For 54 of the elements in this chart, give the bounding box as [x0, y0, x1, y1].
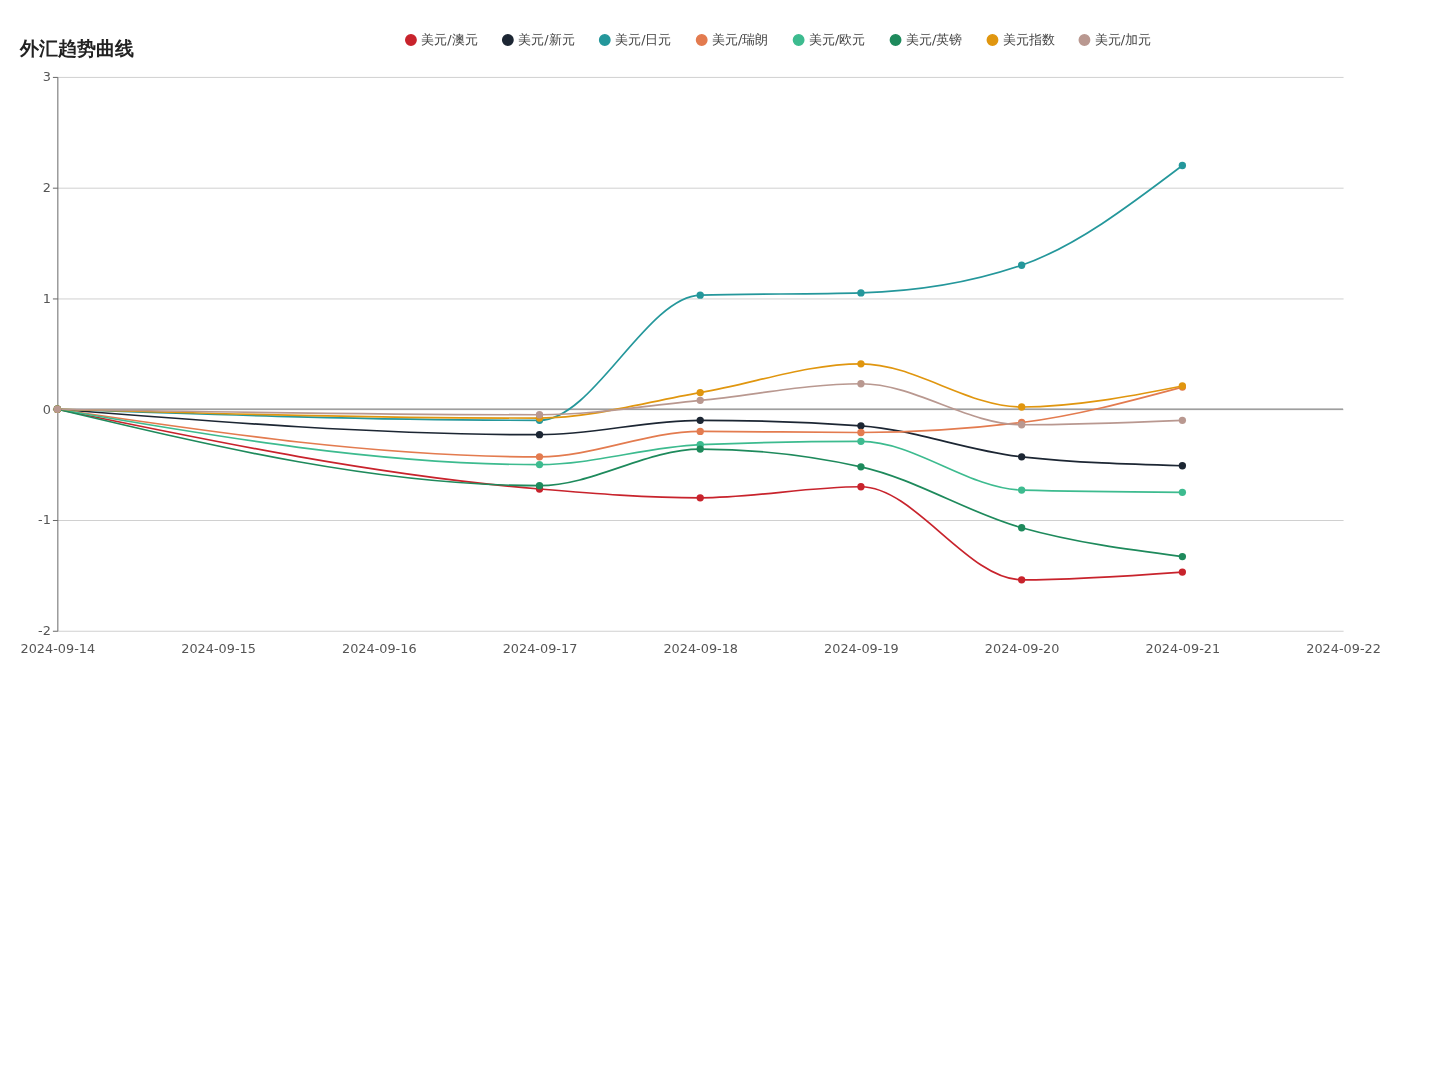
point — [857, 437, 865, 446]
point — [696, 388, 704, 397]
legend-label: 美元/加元 — [1094, 31, 1152, 47]
point — [696, 445, 704, 453]
point — [857, 463, 865, 471]
point — [1017, 486, 1026, 494]
x-tick-label: 2024-09-15 — [181, 641, 256, 657]
point — [857, 380, 865, 388]
x-tick-label: 2024-09-18 — [663, 641, 739, 657]
point — [535, 453, 544, 461]
point — [1017, 261, 1026, 269]
point — [535, 460, 544, 469]
point — [857, 428, 865, 437]
point — [1178, 488, 1187, 496]
x-tick-label: 2024-09-14 — [20, 641, 96, 657]
y-tick-label: 3 — [42, 69, 51, 85]
chart-title: 外汇趋势曲线 — [19, 38, 134, 60]
point — [1178, 552, 1187, 561]
point — [1017, 524, 1026, 532]
point — [696, 396, 704, 405]
x-tick-label: 2024-09-16 — [341, 641, 417, 657]
y-tick-label: 1 — [42, 290, 51, 306]
legend-label: 美元/日元 — [615, 31, 672, 47]
y-tick-label: 2 — [42, 180, 51, 196]
point — [696, 427, 704, 436]
point — [1178, 568, 1187, 576]
legend-label: 美元/新元 — [518, 31, 575, 47]
legend-label: 美元/瑞朗 — [712, 31, 769, 47]
point — [857, 483, 865, 491]
point — [535, 431, 544, 439]
legend-label: 美元/澳元 — [421, 31, 478, 47]
y-tick-label: -1 — [38, 512, 51, 528]
point — [696, 416, 704, 424]
x-tick-label: 2024-09-17 — [502, 641, 578, 657]
legend-label: 美元指数 — [1002, 31, 1055, 47]
point — [1178, 416, 1187, 424]
point — [857, 289, 865, 297]
point — [1178, 161, 1187, 170]
point — [857, 360, 865, 368]
x-tick-label: 2024-09-20 — [984, 641, 1060, 657]
x-tick-label: 2024-09-21 — [1145, 641, 1221, 657]
y-tick-label: -2 — [38, 623, 51, 639]
x-tick-label: 2024-09-22 — [1306, 641, 1381, 657]
legend-label: 美元/英镑 — [905, 31, 963, 47]
point — [696, 494, 704, 502]
point — [1178, 462, 1187, 470]
point — [1017, 576, 1026, 584]
y-tick-label: 0 — [42, 401, 51, 417]
legend-label: 美元/欧元 — [809, 31, 866, 47]
point — [1017, 403, 1026, 411]
x-tick-label: 2024-09-19 — [824, 641, 899, 657]
point — [1017, 453, 1026, 461]
point — [857, 422, 865, 430]
point — [696, 291, 704, 299]
